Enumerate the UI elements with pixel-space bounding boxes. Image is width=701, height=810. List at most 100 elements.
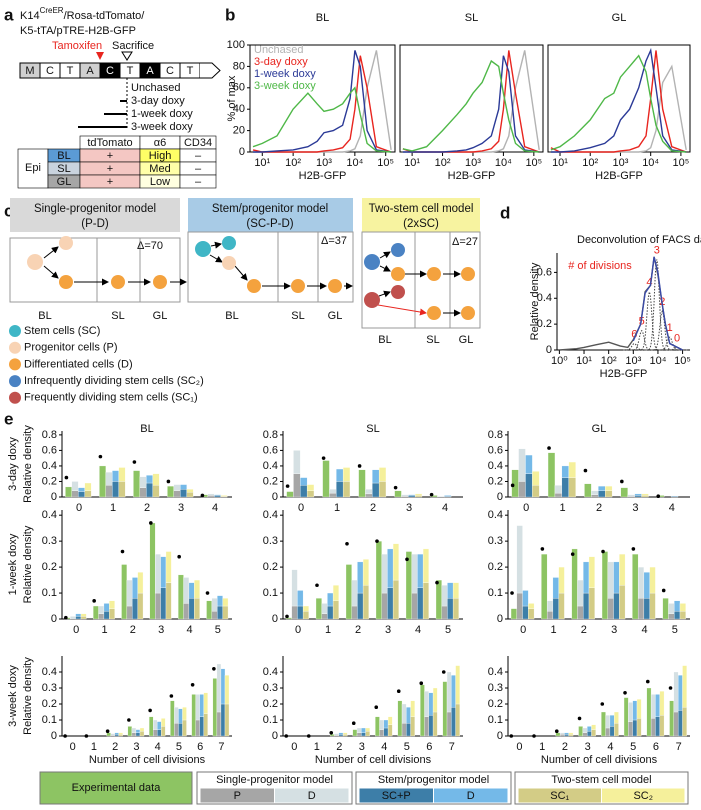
- bar: [627, 494, 635, 497]
- bar: [378, 481, 387, 498]
- legend-label: Differentiated cells (D): [24, 358, 133, 370]
- x-tick-label: 3: [632, 502, 638, 514]
- bar: [378, 467, 387, 482]
- y-tick-label: 0.2: [42, 475, 57, 487]
- bar: [668, 613, 675, 620]
- data-point: [577, 716, 582, 721]
- bar: [643, 598, 650, 620]
- y-tick-label: 0: [272, 730, 278, 742]
- bar: [327, 605, 334, 620]
- bar: [188, 598, 195, 620]
- bar: [637, 566, 645, 599]
- bar: [546, 611, 554, 620]
- bar: [222, 598, 229, 607]
- bar: [636, 718, 642, 737]
- bar: [525, 454, 533, 474]
- bar: [641, 493, 649, 496]
- bar: [516, 525, 523, 594]
- data-point: [601, 549, 605, 554]
- y-tick-label: 0: [546, 344, 552, 356]
- bar: [662, 598, 669, 620]
- bar: [679, 603, 686, 612]
- stem-cell: [195, 241, 211, 257]
- legend-label: Experimental data: [72, 782, 162, 794]
- bar: [554, 485, 563, 494]
- y-tick-label: 0.2: [488, 698, 503, 710]
- x-tick-label: 2: [370, 502, 376, 514]
- x-axis-label: Number of cell divisions: [89, 754, 206, 766]
- x-tick-label: 7: [218, 741, 224, 753]
- data-point: [547, 446, 551, 450]
- legend-label: SC₂: [633, 790, 653, 802]
- data-point: [92, 599, 96, 603]
- layer-label: GL: [153, 310, 168, 322]
- x-tick-label: 0: [523, 502, 529, 514]
- x-axis-label: Number of cell divisions: [541, 754, 658, 766]
- y-tick-label: 0.4: [488, 666, 503, 678]
- bar: [379, 719, 384, 730]
- bar: [383, 727, 389, 737]
- model-diagram: [9, 237, 187, 303]
- differentiated-cell: [153, 275, 167, 289]
- bar: [126, 579, 133, 607]
- data-point: [200, 493, 205, 498]
- y-tick-label: 0.2: [263, 475, 278, 487]
- table-text: Med: [149, 163, 170, 175]
- bar: [191, 694, 196, 737]
- bar: [564, 734, 569, 737]
- bar: [441, 605, 448, 620]
- x-tick-label: 0: [520, 624, 526, 636]
- bar: [178, 723, 183, 737]
- timeline-letter: T: [187, 65, 194, 77]
- bar: [420, 684, 425, 737]
- legend-group-title: Single-progenitor model: [216, 774, 333, 786]
- x-tick-label: 10¹: [254, 157, 270, 169]
- differentiated-cell: [59, 275, 73, 289]
- x-tick-label: 3: [359, 741, 365, 753]
- bar: [587, 731, 592, 737]
- bar: [357, 561, 364, 594]
- y-tick-label: 0.4: [537, 292, 552, 304]
- table-text: +: [107, 163, 113, 175]
- bar: [365, 727, 371, 732]
- timeline-letter: T: [67, 65, 74, 77]
- bar: [620, 487, 628, 498]
- bar: [387, 548, 394, 589]
- bar: [178, 574, 184, 620]
- bar: [297, 605, 304, 620]
- data-point: [510, 483, 515, 488]
- data-point: [600, 702, 605, 706]
- bar: [207, 493, 215, 496]
- bar: [194, 598, 200, 620]
- model-subtitle: (2xSC): [403, 218, 439, 230]
- bar: [195, 694, 200, 721]
- bar: [188, 582, 195, 599]
- panel-label: a: [4, 5, 14, 24]
- series-line: [253, 50, 392, 153]
- chart-title: GL: [592, 423, 607, 435]
- table-text: SL: [57, 163, 70, 175]
- bar: [106, 732, 111, 737]
- bar: [406, 723, 411, 737]
- bar: [183, 577, 190, 604]
- bar: [174, 723, 179, 737]
- y-tick-label: 0.1: [42, 587, 57, 599]
- bar: [126, 605, 133, 620]
- bar: [322, 460, 330, 498]
- data-point: [540, 547, 545, 551]
- x-tick-label: 1: [325, 624, 331, 636]
- bar: [561, 465, 569, 478]
- component-curve: [666, 346, 689, 351]
- table-text: Low: [150, 176, 170, 188]
- bar: [609, 726, 615, 737]
- x-tick-label: 1: [550, 624, 556, 636]
- y-axis-label: Relative density: [22, 425, 34, 503]
- y-tick-label: 0: [51, 613, 57, 625]
- x-tick-label: 2: [336, 741, 342, 753]
- differentiated-cell: [427, 306, 441, 320]
- bar: [432, 687, 438, 713]
- bar: [148, 716, 154, 737]
- bar: [417, 587, 424, 620]
- bar: [70, 616, 76, 620]
- bar: [670, 496, 679, 498]
